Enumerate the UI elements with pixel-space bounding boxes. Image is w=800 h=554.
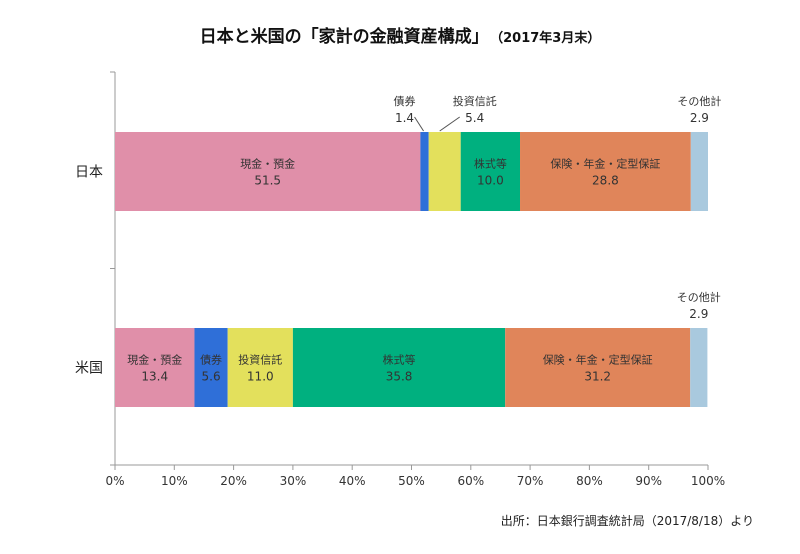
x-tick-label: 90% bbox=[635, 474, 662, 488]
x-tick-label: 20% bbox=[220, 474, 247, 488]
bar-segment bbox=[227, 328, 293, 407]
x-tick-label: 60% bbox=[457, 474, 484, 488]
segment-name-label: 投資信託 bbox=[238, 353, 282, 367]
segment-value-label: 10.0 bbox=[477, 174, 504, 188]
subtitle-text: （2017年3月末） bbox=[496, 31, 601, 46]
bar-segment bbox=[292, 328, 506, 407]
segment-name-label: 保険・年金・定型保証 bbox=[550, 157, 660, 171]
bar-segment bbox=[115, 328, 195, 407]
segment-value-label: 5.6 bbox=[202, 370, 221, 384]
chart-title: 日本と米国の「家計の金融資産構成」 （2017年3月末） bbox=[0, 22, 800, 47]
x-tick-label: 30% bbox=[280, 474, 307, 488]
segment-value-label: 28.8 bbox=[592, 174, 619, 188]
segment-name-label: 債券 bbox=[394, 94, 416, 108]
bar-segment bbox=[690, 132, 708, 211]
source-note: 出所：日本銀行調査統計局（2017/8/18）より bbox=[500, 514, 754, 528]
segment-name-label: その他計 bbox=[677, 94, 721, 108]
segment-value-label: 51.5 bbox=[254, 174, 281, 188]
bar-segment bbox=[520, 132, 691, 211]
segment-value-label: 11.0 bbox=[247, 370, 274, 384]
bar-segment bbox=[420, 132, 429, 211]
leader-line bbox=[414, 116, 424, 132]
segment-value-label: 2.9 bbox=[689, 307, 708, 321]
segment-value-label: 5.4 bbox=[465, 111, 484, 125]
segment-name-label: 保険・年金・定型保証 bbox=[543, 353, 653, 367]
bar-segment bbox=[690, 328, 708, 407]
bar-segment bbox=[194, 328, 228, 407]
bar-segment bbox=[505, 328, 691, 407]
bar-segment bbox=[428, 132, 461, 211]
x-tick-label: 70% bbox=[517, 474, 544, 488]
leader-line bbox=[439, 116, 460, 132]
category-label: 日本 bbox=[75, 165, 103, 181]
segment-value-label: 2.9 bbox=[690, 111, 709, 125]
segment-name-label: その他計 bbox=[677, 290, 721, 304]
segment-value-label: 31.2 bbox=[584, 370, 611, 384]
x-tick-label: 80% bbox=[576, 474, 603, 488]
segment-value-label: 13.4 bbox=[141, 370, 168, 384]
segment-value-label: 35.8 bbox=[386, 370, 413, 384]
x-tick-label: 0% bbox=[105, 474, 124, 488]
segment-name-label: 投資信託 bbox=[453, 94, 497, 108]
segment-name-label: 現金・預金 bbox=[127, 353, 182, 367]
segment-name-label: 債券 bbox=[200, 353, 222, 367]
x-tick-label: 10% bbox=[161, 474, 188, 488]
segment-name-label: 株式等 bbox=[383, 353, 416, 367]
segment-name-label: 株式等 bbox=[474, 157, 507, 171]
segment-value-label: 1.4 bbox=[395, 111, 414, 125]
bar-segment bbox=[115, 132, 421, 211]
x-tick-label: 100% bbox=[691, 474, 725, 488]
segment-name-label: 現金・預金 bbox=[240, 157, 295, 171]
x-tick-label: 40% bbox=[339, 474, 366, 488]
bar-segment bbox=[460, 132, 521, 211]
x-tick-label: 50% bbox=[398, 474, 425, 488]
title-text: 日本と米国の「家計の金融資産構成」 bbox=[199, 27, 489, 47]
category-label: 米国 bbox=[75, 361, 103, 377]
